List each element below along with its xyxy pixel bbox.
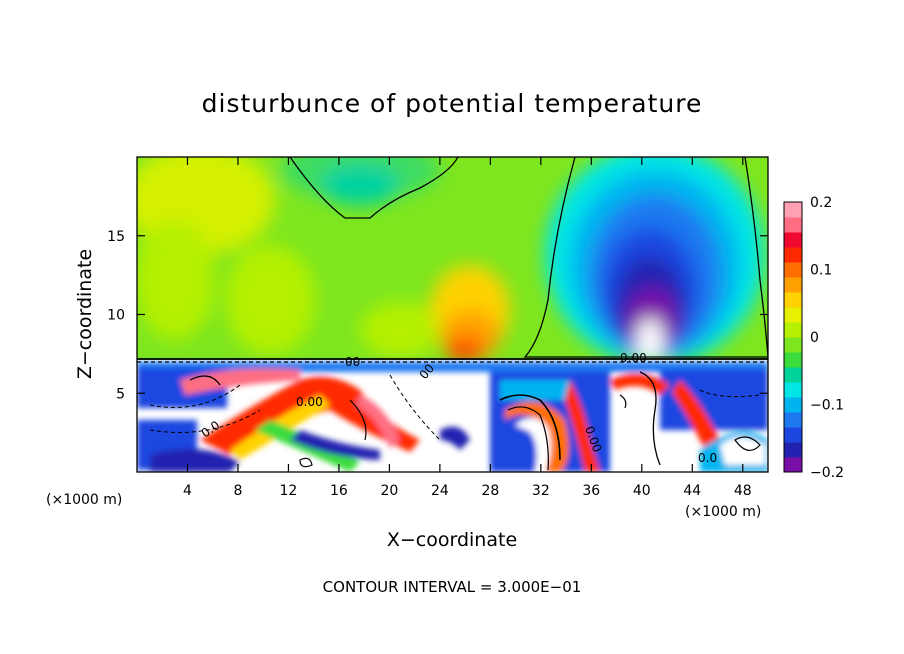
heatmap-field [137,157,768,472]
colorbar [783,201,803,473]
field-label: 0.0 [698,451,717,465]
colorbar-swatch [784,427,802,443]
colorbar-swatch [784,442,802,458]
x-tick-label: 4 [183,483,192,499]
field-label: 0.00 [620,351,647,365]
colorbar-ticks: 0.2 0.1 0 −0.1 −0.2 [810,195,844,481]
x-tick-label: 8 [233,483,242,499]
colorbar-swatch [784,382,802,398]
colorbar-tick-label: 0 [810,330,819,346]
x-tick-label: 44 [683,483,701,499]
colorbar-swatch [784,247,802,263]
x-tick-label: 24 [431,483,449,499]
colorbar-swatch [784,232,802,248]
x-unit-left: (×1000 m) [46,492,122,508]
colorbar-swatch [784,277,802,293]
contour-interval-note: CONTOUR INTERVAL = 3.000E−01 [323,578,582,596]
x-unit-right: (×1000 m) [685,504,761,520]
colorbar-swatch [784,217,802,233]
y-axis-label: Z−coordinate [74,249,96,379]
chart-title: disturbunce of potential temperature [202,89,703,118]
field-label: 00 [345,355,360,369]
colorbar-tick-label: −0.2 [810,465,844,481]
y-tick-label: 5 [116,386,125,402]
colorbar-swatch [784,307,802,323]
zero-contour-top [289,157,459,219]
colorbar-swatch [784,457,802,473]
colorbar-tick-label: −0.1 [810,398,844,414]
x-tick-label: 40 [633,483,651,499]
y-tick-label: 15 [107,229,125,245]
colorbar-frame [783,201,803,473]
colorbar-swatch [784,352,802,368]
colorbar-swatch [784,202,802,218]
zero-contour-cold [523,157,768,358]
colorbar-tick-label: 0.2 [810,195,832,211]
x-tick-label: 12 [280,483,298,499]
x-tick-label: 32 [532,483,550,499]
colorbar-swatch [784,262,802,278]
colorbar-swatch [784,337,802,353]
y-tick-label: 10 [107,308,125,324]
x-axis-label: X−coordinate [387,529,517,551]
x-tick-label: 48 [734,483,752,499]
colorbar-swatch [784,397,802,413]
x-axis-ticks: 4 8 12 16 20 24 28 32 36 40 44 48 [183,157,752,499]
contour-lines [137,157,768,471]
y-axis-ticks: 5 10 15 [107,229,768,402]
colorbar-swatch [784,292,802,308]
x-tick-label: 16 [330,483,348,499]
colorbar-swatch [784,322,802,338]
colorbar-swatch [784,367,802,383]
x-tick-label: 28 [481,483,499,499]
x-tick-label: 20 [380,483,398,499]
colorbar-tick-label: 0.1 [810,263,832,279]
colorbar-swatch [784,412,802,428]
field-label: 0.00 [296,395,323,409]
x-tick-label: 36 [582,483,600,499]
